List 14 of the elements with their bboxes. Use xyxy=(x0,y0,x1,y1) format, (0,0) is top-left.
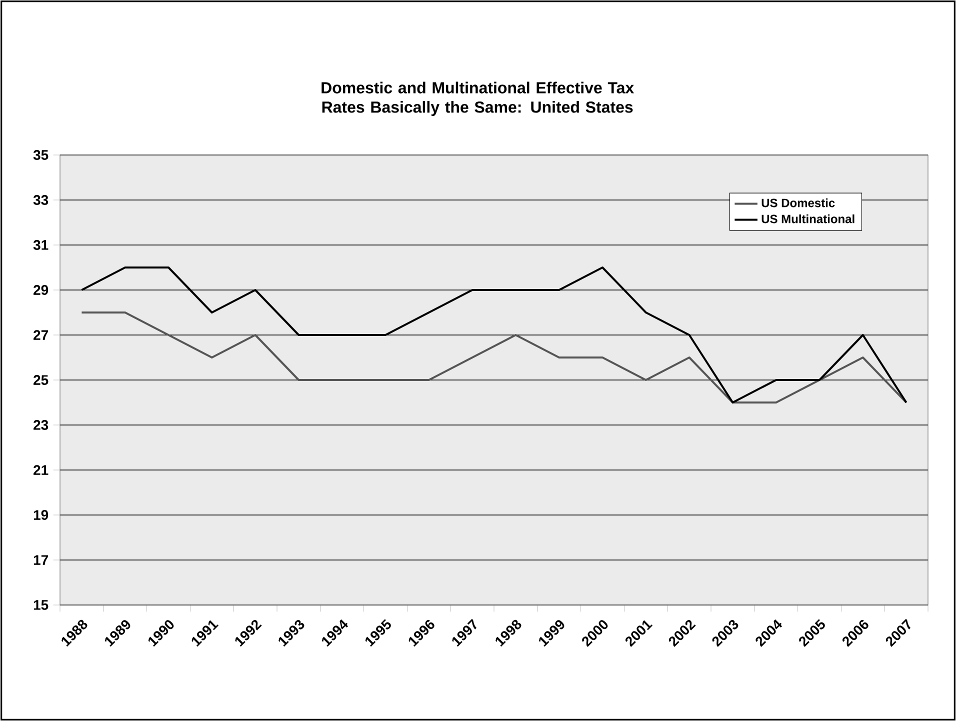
legend-label: US Multinational xyxy=(762,214,854,224)
y-tick-label: 17 xyxy=(34,555,48,565)
y-tick-label: 27 xyxy=(34,330,48,340)
y-tick-label: 21 xyxy=(34,465,48,475)
y-tick-label: 15 xyxy=(34,600,48,610)
y-tick-label: 19 xyxy=(34,510,48,520)
legend-label: US Domestic xyxy=(762,198,835,208)
y-tick-label: 23 xyxy=(34,420,48,430)
y-tick-label: 29 xyxy=(34,285,48,295)
chart-title: Domestic and Multinational Effective Tax Rates Basically the Same: United States xyxy=(322,82,634,116)
y-tick-label: 35 xyxy=(33,150,48,160)
y-tick-label: 31 xyxy=(33,240,48,250)
y-tick-label: 33 xyxy=(33,195,48,205)
y-tick-label: 25 xyxy=(34,375,48,385)
